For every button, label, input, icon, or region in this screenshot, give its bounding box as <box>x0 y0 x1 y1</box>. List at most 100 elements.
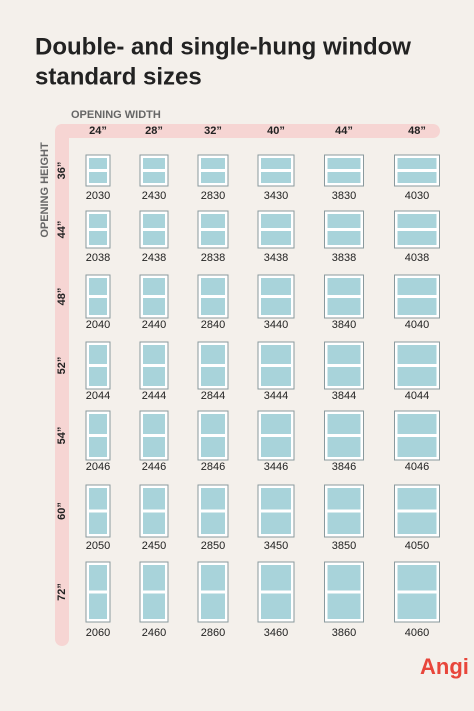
window-pane <box>89 214 107 228</box>
size-code: 3446 <box>264 461 288 473</box>
window-pane <box>327 172 361 183</box>
size-code: 3846 <box>332 461 356 473</box>
width-label: 44” <box>335 125 353 137</box>
window-pane <box>89 437 107 457</box>
title: Double- and single-hung window <box>35 33 411 60</box>
window-pane <box>143 512 165 534</box>
size-code: 2050 <box>86 540 110 552</box>
window-pane <box>327 512 361 534</box>
size-code: 3440 <box>264 319 288 331</box>
window-pane <box>89 298 107 315</box>
height-label: 44” <box>56 221 68 239</box>
brand-logo: Angi <box>420 654 469 679</box>
width-label: 48” <box>408 125 426 137</box>
window-pane <box>89 512 107 534</box>
window-pane <box>89 593 107 619</box>
size-code: 2830 <box>201 190 225 202</box>
window-pane <box>143 298 165 315</box>
window-pane <box>201 512 225 534</box>
window-pane <box>261 414 291 434</box>
window-pane <box>327 437 361 457</box>
window-pane <box>201 414 225 434</box>
size-code: 2044 <box>86 390 110 402</box>
size-code: 4030 <box>405 190 429 202</box>
window-pane <box>261 214 291 228</box>
window-pane <box>89 367 107 386</box>
window-pane <box>397 172 437 183</box>
window-pane <box>327 414 361 434</box>
height-label: 52” <box>56 357 68 375</box>
window-pane <box>397 214 437 228</box>
window-pane <box>261 565 291 591</box>
window-pane <box>261 278 291 295</box>
size-code: 3838 <box>332 252 356 264</box>
window-pane <box>143 488 165 510</box>
height-label: 54” <box>56 427 68 445</box>
window-pane <box>143 437 165 457</box>
window-pane <box>261 231 291 245</box>
window-pane <box>201 278 225 295</box>
size-code: 4040 <box>405 319 429 331</box>
window-pane <box>201 345 225 364</box>
window-pane <box>143 367 165 386</box>
size-code: 3430 <box>264 190 288 202</box>
size-code: 2060 <box>86 627 110 639</box>
size-code: 4044 <box>405 390 429 402</box>
window-pane <box>201 231 225 245</box>
height-label: 72” <box>56 583 68 601</box>
window-pane <box>143 158 165 169</box>
width-band <box>56 124 440 138</box>
window-pane <box>89 414 107 434</box>
window-pane <box>261 512 291 534</box>
window-pane <box>327 278 361 295</box>
window-pane <box>201 367 225 386</box>
window-pane <box>201 488 225 510</box>
title: standard sizes <box>35 63 202 90</box>
window-pane <box>327 345 361 364</box>
size-code: 3850 <box>332 540 356 552</box>
size-code: 4038 <box>405 252 429 264</box>
window-pane <box>201 565 225 591</box>
width-label: 40” <box>267 125 285 137</box>
window-pane <box>327 158 361 169</box>
window-pane <box>261 158 291 169</box>
window-pane <box>89 488 107 510</box>
window-pane <box>397 414 437 434</box>
window-pane <box>261 593 291 619</box>
size-code: 2860 <box>201 627 225 639</box>
width-label: 24” <box>89 125 107 137</box>
window-pane <box>143 214 165 228</box>
height-label: 48” <box>56 288 68 306</box>
window-pane <box>397 345 437 364</box>
window-pane <box>397 367 437 386</box>
window-pane <box>397 437 437 457</box>
window-pane <box>201 298 225 315</box>
size-code: 2030 <box>86 190 110 202</box>
size-code: 3438 <box>264 252 288 264</box>
window-pane <box>89 278 107 295</box>
window-pane <box>327 231 361 245</box>
window-pane <box>143 278 165 295</box>
height-axis-label: OPENING HEIGHT <box>39 142 51 238</box>
size-code: 3450 <box>264 540 288 552</box>
window-pane <box>261 437 291 457</box>
window-pane <box>397 512 437 534</box>
window-pane <box>397 231 437 245</box>
size-code: 2038 <box>86 252 110 264</box>
window-pane <box>397 593 437 619</box>
window-pane <box>261 367 291 386</box>
window-pane <box>143 172 165 183</box>
window-pane <box>201 214 225 228</box>
size-code: 3860 <box>332 627 356 639</box>
size-code: 2846 <box>201 461 225 473</box>
size-code: 2446 <box>142 461 166 473</box>
window-pane <box>327 367 361 386</box>
size-code: 3830 <box>332 190 356 202</box>
size-code: 4050 <box>405 540 429 552</box>
window-pane <box>89 345 107 364</box>
window-pane <box>397 158 437 169</box>
height-band <box>55 124 69 646</box>
size-code: 2440 <box>142 319 166 331</box>
window-pane <box>397 278 437 295</box>
size-code: 2840 <box>201 319 225 331</box>
